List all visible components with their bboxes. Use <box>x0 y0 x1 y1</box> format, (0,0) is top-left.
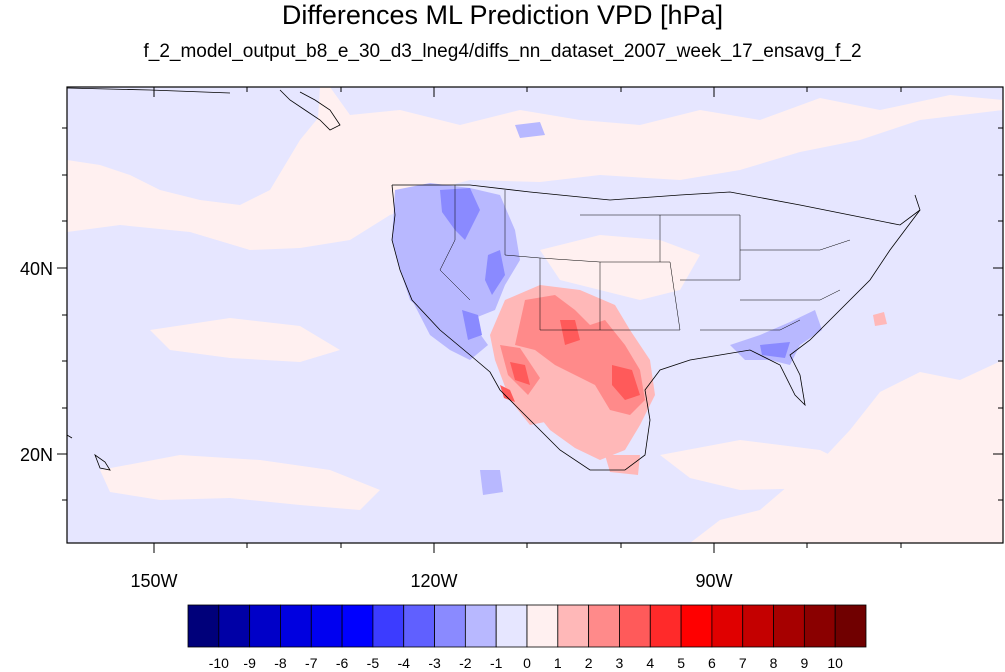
colorbar-label: -6 <box>336 655 349 671</box>
colorbar-label: 0 <box>523 655 531 671</box>
map-ticks <box>57 87 1003 553</box>
colorbar-label: 6 <box>708 655 716 671</box>
coastlines <box>67 87 921 471</box>
colorbar: -10 -9 -8 -7 -6 -5 -4 -3 -2 -1 0 1 2 3 4 5 6 7 8 9 10 <box>187 604 867 671</box>
colorbar-label: 10 <box>827 655 843 671</box>
map-subtitle: f_2_model_output_b8_e_30_d3_lneg4/diffs_… <box>143 41 862 62</box>
colorbar-swatch <box>711 604 744 648</box>
field-negative-strong <box>440 188 790 358</box>
colorbar-label: -9 <box>243 655 256 671</box>
field-hotspot-pacific <box>873 312 887 326</box>
map-title: Differences ML Prediction VPD [hPa] <box>281 0 724 30</box>
lon-label-120w: 120W <box>410 571 457 591</box>
field-positive-stronger <box>500 320 640 402</box>
colorbar-label: 9 <box>800 655 808 671</box>
colorbar-swatch <box>834 604 867 648</box>
colorbar-swatch <box>742 604 774 648</box>
colorbar-swatch <box>803 604 836 648</box>
colorbar-label: 2 <box>585 655 593 671</box>
colorbar-label: 7 <box>739 655 747 671</box>
colorbar-label: -2 <box>459 655 472 671</box>
colorbar-swatch <box>773 604 805 648</box>
lon-label-90w: 90W <box>695 571 732 591</box>
colorbar-label: -1 <box>490 655 503 671</box>
field-positive-light <box>100 235 1003 510</box>
lat-label-20n: 20N <box>20 445 53 465</box>
colorbar-swatch <box>280 604 312 648</box>
colorbar-swatch <box>341 604 374 648</box>
colorbar-label: 8 <box>770 655 778 671</box>
colorbar-label: -3 <box>428 655 441 671</box>
colorbar-swatch <box>434 604 466 648</box>
colorbar-label: -10 <box>209 655 229 671</box>
colorbar-swatch <box>218 604 251 648</box>
lon-label-150w: 150W <box>130 571 177 591</box>
colorbar-swatch <box>310 604 343 648</box>
colorbar-swatch <box>526 604 559 648</box>
state-borders <box>439 185 851 331</box>
colorbar-swatch <box>588 604 620 648</box>
colorbar-swatch <box>619 604 651 648</box>
colorbar-swatch <box>403 604 435 648</box>
colorbar-swatch <box>187 604 220 648</box>
colorbar-swatch <box>557 604 590 648</box>
colorbar-label: 3 <box>616 655 624 671</box>
map-panel <box>67 87 1003 543</box>
colorbar-swatch <box>680 604 713 648</box>
colorbar-swatch <box>249 604 281 648</box>
colorbar-label: 4 <box>646 655 654 671</box>
colorbar-label: 1 <box>554 655 562 671</box>
colorbar-swatch <box>649 604 682 648</box>
colorbar-label: 5 <box>677 655 685 671</box>
lat-label-40n: 40N <box>20 259 53 279</box>
colorbar-label: -7 <box>305 655 318 671</box>
colorbar-label: -8 <box>274 655 287 671</box>
colorbar-label: -5 <box>367 655 380 671</box>
colorbar-swatch <box>372 604 405 648</box>
colorbar-label: -4 <box>398 655 411 671</box>
colorbar-swatch <box>495 604 528 648</box>
colorbar-swatch <box>464 604 497 648</box>
